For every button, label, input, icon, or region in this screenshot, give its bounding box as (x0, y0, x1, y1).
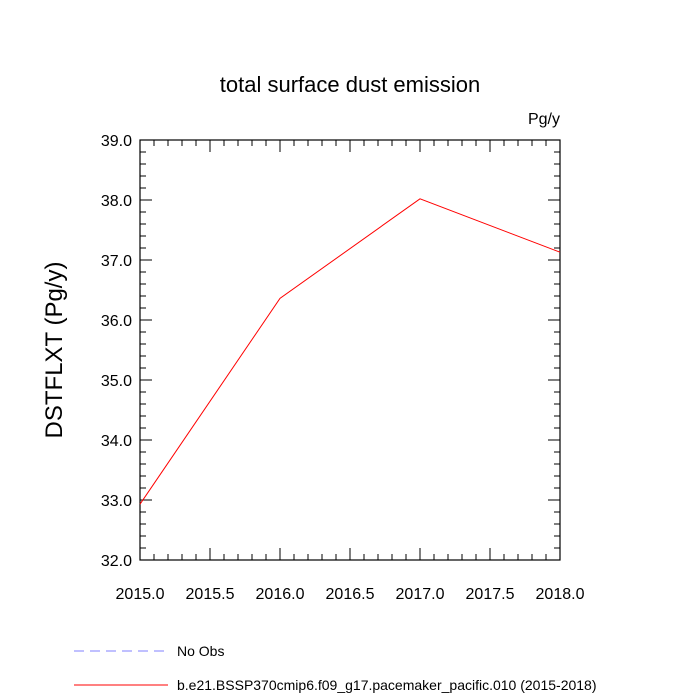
x-tick-label: 2017.5 (466, 586, 515, 603)
y-tick-label: 36.0 (101, 313, 132, 330)
y-axis-label: DSTFLXT (Pg/y) (41, 262, 68, 439)
y-tick-label: 39.0 (101, 133, 132, 150)
legend-label: b.e21.BSSP370cmip6.f09_g17.pacemaker_pac… (177, 677, 597, 693)
x-tick-label: 2016.5 (326, 586, 375, 603)
x-tick-label: 2015.5 (186, 586, 235, 603)
series-layer (139, 198, 561, 505)
x-tick-label: 2016.0 (256, 586, 305, 603)
y-tick-label: 34.0 (101, 433, 132, 450)
x-tick-label: 2015.0 (116, 586, 165, 603)
chart-title: total surface dust emission (220, 72, 480, 97)
series-line (139, 198, 561, 505)
x-ticks: 2015.0 2015.5 2016.0 2016.5 2017.0 2017.5 2018… (116, 140, 585, 603)
legend: No Obs b.e21.BSSP370cmip6.f09_g17.pacemak… (74, 643, 597, 693)
y-tick-label: 33.0 (101, 493, 132, 510)
plot-frame (139, 139, 561, 561)
x-tick-label: 2018.0 (536, 586, 585, 603)
y-tick-label: 32.0 (101, 553, 132, 570)
x-tick-label: 2017.0 (396, 586, 445, 603)
y-tick-label: 35.0 (101, 373, 132, 390)
units-label: Pg/y (528, 111, 560, 128)
y-tick-label: 37.0 (101, 253, 132, 270)
legend-label: No Obs (177, 643, 224, 659)
y-tick-label: 38.0 (101, 193, 132, 210)
y-ticks: 32.0 33.0 34.0 35.0 36.0 37.0 38.0 39.0 (101, 133, 560, 570)
